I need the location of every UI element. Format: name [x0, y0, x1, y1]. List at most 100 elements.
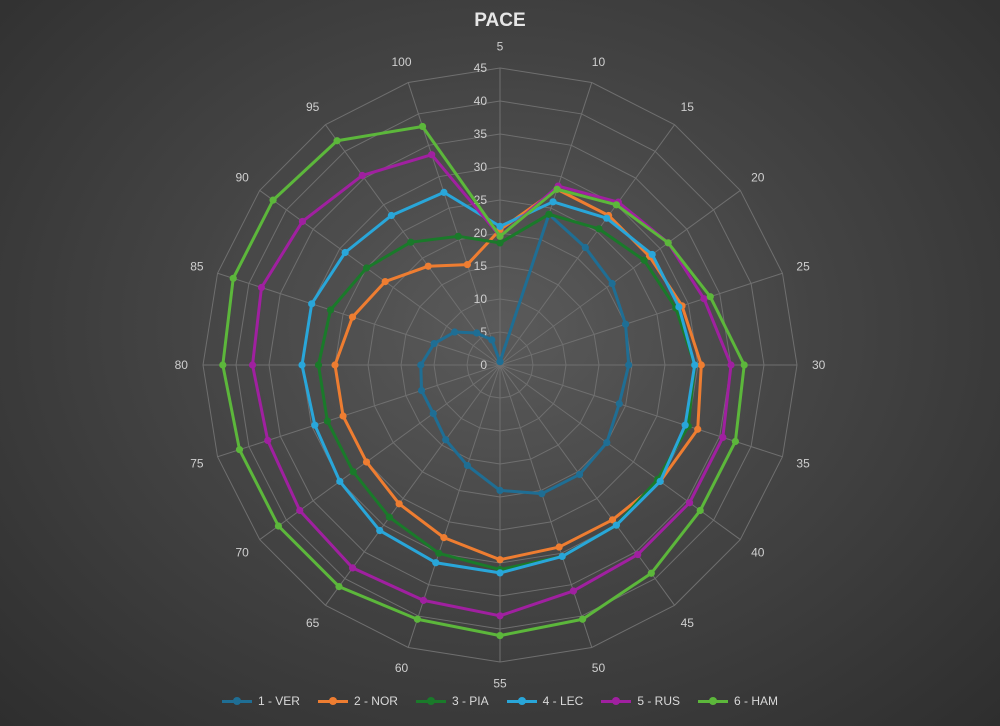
series-point: [675, 303, 683, 311]
series-point: [706, 293, 714, 301]
series-point: [595, 225, 603, 233]
category-label: 5: [497, 39, 504, 53]
radial-tick-label: 20: [474, 226, 488, 240]
series-point: [264, 436, 272, 445]
category-label: 10: [592, 55, 606, 69]
series-point: [496, 556, 504, 564]
category-label: 35: [796, 456, 810, 470]
series-point: [612, 201, 620, 209]
series-point: [463, 260, 471, 269]
series-point: [432, 559, 440, 567]
series-point: [496, 358, 504, 366]
series-point: [269, 196, 277, 204]
grid-spoke: [217, 364, 501, 458]
legend-item: 1 - VER: [221, 694, 300, 708]
series-point: [727, 361, 735, 369]
category-label: 55: [493, 677, 507, 691]
series-point: [440, 534, 448, 542]
category-label: 90: [236, 171, 250, 185]
series-point: [362, 458, 371, 466]
series-point: [621, 320, 630, 328]
category-label: 95: [306, 100, 320, 114]
series-point: [648, 250, 656, 259]
series-point: [296, 506, 304, 515]
series-point: [640, 256, 648, 264]
legend-label: 3 - PIA: [451, 694, 489, 708]
series-point: [257, 283, 266, 292]
grid-spoke: [499, 364, 593, 648]
series-point: [731, 437, 739, 446]
series-point: [625, 361, 633, 369]
series-point: [579, 615, 587, 623]
radial-tick-label: 10: [474, 292, 488, 306]
radial-tick-label: 0: [480, 358, 487, 372]
series-point: [424, 262, 432, 270]
series-point: [429, 409, 437, 418]
series-point: [496, 612, 504, 620]
series-point: [558, 552, 566, 561]
legend-label: 1 - VER: [257, 694, 300, 708]
radial-tick-label: 5: [480, 325, 487, 339]
series-point: [418, 122, 427, 131]
series-point: [336, 477, 344, 485]
series-point: [339, 412, 347, 420]
series-point: [615, 400, 623, 408]
series-point: [538, 490, 546, 498]
series-point: [634, 550, 642, 559]
legend-item: 5 - RUS: [601, 694, 680, 708]
series-point: [419, 596, 428, 604]
series-point: [545, 210, 553, 218]
series-point: [473, 329, 481, 337]
radial-tick-label: 45: [474, 61, 488, 75]
series-point: [691, 361, 699, 369]
category-label: 25: [796, 260, 810, 274]
grid-spoke: [259, 364, 501, 540]
series-point: [349, 468, 357, 476]
series-point: [612, 521, 620, 529]
series-point: [435, 549, 443, 557]
legend-item: 2 - NOR: [317, 694, 398, 708]
series-point: [428, 151, 436, 159]
legend-swatch: [506, 696, 537, 706]
series-point: [496, 232, 504, 240]
series-point: [376, 526, 384, 535]
series-point: [311, 421, 319, 429]
grid-spoke: [499, 190, 741, 366]
series-point: [235, 446, 244, 454]
category-label: 15: [681, 100, 695, 114]
series-point: [331, 361, 339, 369]
series-point: [608, 279, 616, 288]
category-label: 50: [592, 661, 606, 675]
series-point: [387, 211, 395, 220]
series-point: [407, 238, 415, 246]
series-point: [358, 171, 366, 180]
series-point: [298, 217, 307, 226]
category-label: 70: [236, 545, 250, 559]
series-point: [413, 615, 421, 623]
series-point: [274, 522, 283, 530]
series-point: [341, 248, 349, 257]
category-label: 40: [751, 545, 765, 559]
category-label: 65: [306, 616, 320, 630]
series-point: [496, 569, 504, 577]
series-point: [697, 361, 705, 369]
series-point: [575, 470, 584, 479]
grid-spoke: [499, 364, 675, 606]
series-point: [395, 500, 403, 508]
series-point: [647, 569, 655, 577]
series-point: [696, 506, 704, 515]
legend-swatch: [221, 696, 252, 706]
category-label: 45: [681, 616, 695, 630]
series-point: [496, 222, 504, 230]
legend-swatch: [601, 696, 632, 706]
series-point: [664, 239, 672, 247]
series-point: [385, 513, 394, 521]
legend-swatch: [415, 696, 446, 706]
series-point: [442, 436, 450, 444]
series-point: [417, 361, 425, 369]
grid-spoke: [259, 190, 501, 366]
series-point: [314, 361, 323, 369]
series-point: [553, 185, 561, 193]
series-point: [463, 461, 471, 470]
